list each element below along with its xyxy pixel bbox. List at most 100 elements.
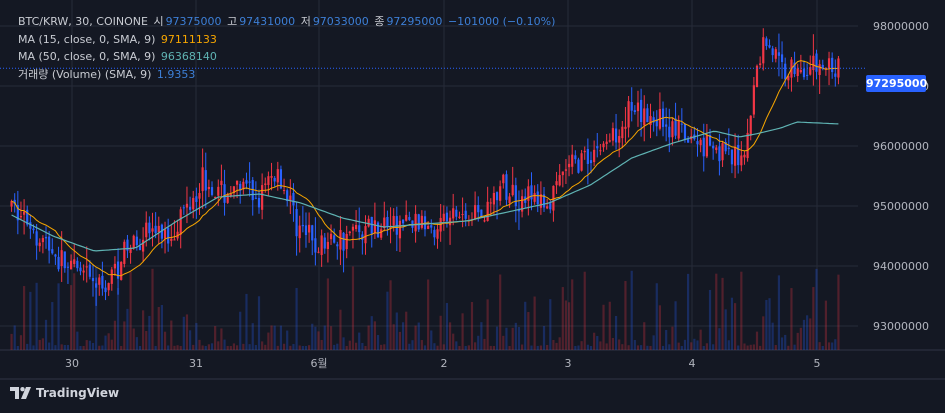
- volume-value: 1.9353: [156, 67, 196, 81]
- candle-body: [815, 53, 818, 72]
- candle-body: [132, 235, 135, 248]
- volume-bar: [414, 325, 417, 350]
- symbol-label[interactable]: BTC/KRW, 30, COINONE: [18, 15, 148, 28]
- tradingview-logo[interactable]: TradingView: [10, 386, 119, 400]
- volume-bar: [376, 335, 380, 350]
- candle-body: [326, 241, 330, 249]
- candle-body: [48, 236, 51, 251]
- candle-body: [445, 212, 449, 222]
- volume-bar: [226, 345, 229, 350]
- legend-volume-row[interactable]: 거래량 (Volume) (SMA, 9) 1.9353: [18, 66, 557, 84]
- candle-body: [226, 194, 229, 203]
- candle-body: [66, 266, 70, 268]
- candle-body: [749, 115, 752, 136]
- volume-bar: [41, 338, 44, 350]
- legend-symbol-row: BTC/KRW, 30, COINONE 시 97375000 고 97431000…: [18, 13, 557, 31]
- candle-body: [192, 197, 195, 210]
- volume-bar: [395, 312, 398, 350]
- candle-body: [683, 123, 687, 140]
- candle-body: [802, 68, 806, 78]
- candle-body: [345, 233, 348, 250]
- candle-body: [170, 238, 173, 241]
- volume-bar: [264, 344, 267, 350]
- candle-body: [339, 229, 342, 250]
- volume-bar: [326, 278, 330, 350]
- volume-bar: [683, 339, 687, 350]
- volume-bar: [508, 345, 511, 350]
- volume-bar: [392, 324, 395, 350]
- candle-body: [655, 119, 658, 127]
- volume-bar: [461, 313, 464, 350]
- volume-bar: [110, 339, 113, 350]
- open-label: 시: [153, 15, 164, 28]
- volume-bar: [254, 345, 257, 350]
- candle-body: [129, 247, 132, 253]
- volume-bar: [195, 323, 198, 350]
- volume-bar: [19, 335, 23, 350]
- candle-body: [809, 67, 812, 75]
- candle-body: [51, 249, 54, 254]
- volume-bar: [151, 268, 154, 350]
- volume-bar: [467, 345, 470, 350]
- legend-ma15-row[interactable]: MA (15, close, 0, SMA, 9) 97111133: [18, 31, 557, 49]
- candle-body: [405, 214, 408, 221]
- candle-body: [376, 222, 380, 238]
- candle-body: [580, 153, 583, 171]
- volume-bar: [329, 326, 333, 350]
- candle-body: [784, 63, 787, 80]
- volume-bar: [82, 345, 85, 350]
- volume-bar: [279, 325, 283, 350]
- volume-bar: [665, 329, 668, 350]
- volume-bar: [204, 345, 207, 350]
- candle-body: [101, 275, 104, 289]
- volume-bar: [571, 279, 574, 350]
- candle-body: [674, 118, 677, 136]
- candle-body: [752, 85, 755, 115]
- volume-bar: [389, 280, 392, 350]
- candle-body: [593, 149, 596, 163]
- candle-body: [311, 225, 314, 241]
- volume-bar: [759, 345, 762, 350]
- low-label: 저: [300, 15, 311, 28]
- candle-body: [289, 195, 292, 202]
- candle-body: [768, 45, 771, 48]
- volume-bar: [320, 339, 323, 350]
- candle-body: [270, 176, 273, 178]
- candle-body: [633, 110, 636, 113]
- candle-body: [282, 190, 286, 192]
- volume-bar: [323, 325, 326, 350]
- candle-body: [577, 159, 580, 173]
- volume-bar: [88, 340, 91, 350]
- candle-body: [677, 120, 680, 139]
- volume-bar: [614, 315, 618, 350]
- volume-bar: [730, 297, 734, 350]
- volume-bar: [517, 327, 521, 350]
- candle-body: [583, 150, 586, 153]
- candle-body: [304, 225, 308, 236]
- volume-bar: [780, 337, 784, 350]
- volume-bar: [298, 345, 301, 350]
- candle-body: [301, 224, 304, 227]
- candle-body: [314, 238, 317, 253]
- volume-bar: [176, 345, 179, 350]
- candle-body: [16, 205, 19, 221]
- volume-bar: [608, 301, 611, 350]
- y-tick-label: 93000000: [873, 320, 929, 333]
- candle-body: [480, 209, 483, 218]
- candle-body: [157, 225, 160, 233]
- volume-bar: [586, 344, 589, 350]
- volume-bar: [511, 327, 514, 350]
- candle-body: [492, 192, 496, 205]
- candle-body: [448, 217, 452, 226]
- volume-bar: [188, 330, 192, 350]
- candle-body: [837, 58, 840, 78]
- candle-body: [765, 38, 768, 46]
- volume-bar: [749, 344, 752, 350]
- candle-body: [614, 128, 618, 143]
- legend-ma50-row[interactable]: MA (50, close, 0, SMA, 9) 96368140: [18, 48, 557, 66]
- candle-body: [110, 269, 113, 284]
- volume-bar: [104, 335, 107, 350]
- volume-bar: [98, 345, 101, 350]
- volume-bar: [32, 345, 35, 350]
